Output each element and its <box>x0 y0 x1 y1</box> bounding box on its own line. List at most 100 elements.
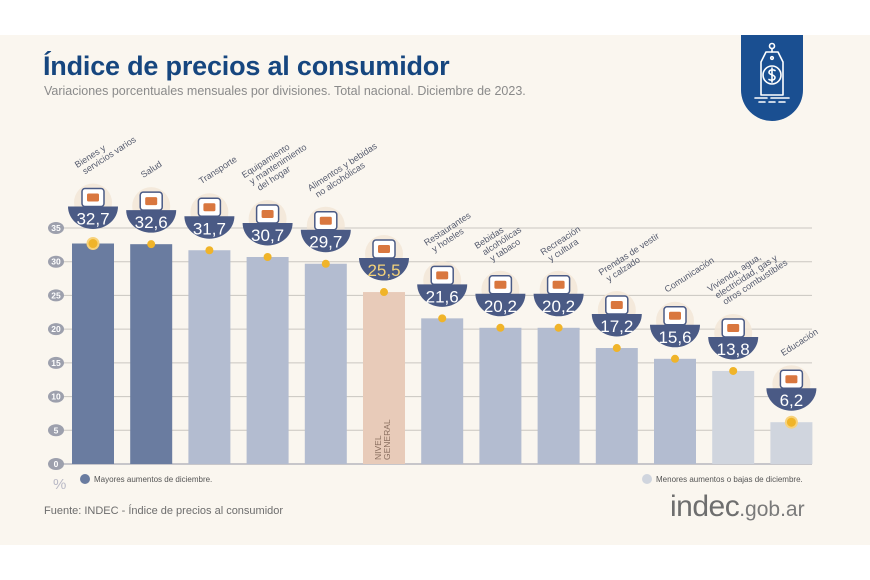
tick-bubble <box>48 424 64 437</box>
tick-bubble <box>48 390 64 403</box>
legend-low: Menores aumentos o bajas de diciembre. <box>642 474 803 484</box>
bar-notebook <box>770 422 813 464</box>
category-label: Bebidasalcohólicasy tabaco <box>473 216 529 266</box>
bar-wine-cigarette <box>479 327 522 464</box>
category-label: Salud <box>139 159 164 180</box>
value-label: 20,2 <box>542 297 575 316</box>
value-label: 31,7 <box>193 219 226 238</box>
value-marker <box>147 240 156 249</box>
price-tag-dollar-icon <box>754 42 790 103</box>
value-label: 21,6 <box>426 287 459 306</box>
category-label: Alimentos y bebidasno alcohólicas <box>306 141 385 201</box>
y-tick-label: 10 <box>51 392 61 402</box>
bar-smartphone <box>654 358 696 464</box>
category-label-line: Salud <box>139 159 164 180</box>
value-badge <box>242 222 293 246</box>
category-label: Bienes yservicios varios <box>73 126 138 178</box>
bar-tshirt-shoe <box>595 348 638 464</box>
value-marker <box>321 259 330 268</box>
value-marker <box>612 344 621 353</box>
tick-bubble <box>48 458 64 470</box>
value-marker <box>205 246 214 255</box>
value-label: 15,6 <box>658 328 691 347</box>
value-label: 25,5 <box>367 261 400 280</box>
general-bar-label: NIVELGENERAL <box>373 419 392 460</box>
tick-bubble <box>48 222 64 234</box>
page-subtitle: Variaciones porcentuales mensuales por d… <box>44 84 526 98</box>
value-badge <box>708 336 759 360</box>
category-label: Educación <box>779 327 820 358</box>
value-marker <box>438 314 447 323</box>
value-label: 32,6 <box>135 213 168 232</box>
value-marker <box>380 288 388 297</box>
bar-food-chicken <box>304 263 347 464</box>
value-badge <box>591 314 642 337</box>
notebook-icon-detail <box>785 375 798 384</box>
value-badge <box>300 229 351 253</box>
tick-bubble <box>48 255 64 268</box>
category-label: Restaurantesy hoteles <box>422 210 478 256</box>
source-note: Fuente: INDEC - Índice de precios al con… <box>44 505 284 517</box>
value-badge <box>359 258 409 281</box>
value-label: 17,2 <box>600 317 633 336</box>
brand-main: indec <box>670 490 740 523</box>
value-badge <box>650 324 700 348</box>
tshirt-shoe-icon-detail <box>610 301 623 310</box>
value-badge <box>475 293 526 317</box>
category-label: Equipamientoy mantenimientodel hogar <box>240 134 314 196</box>
shopping-basket-icon-detail <box>378 245 390 254</box>
category-label-line: Alimentos y bebidas <box>306 141 379 194</box>
tick-bubble <box>48 323 64 336</box>
car-sube-card-icon-detail <box>203 203 216 212</box>
legend-high-label: Mayores aumentos de diciembre. <box>94 474 213 484</box>
lightbulb-tools-icon-detail <box>727 323 740 332</box>
bar-washing-machine <box>246 256 289 464</box>
category-label: Recreacióny cultura <box>539 224 588 265</box>
food-chicken-icon-detail <box>319 216 332 225</box>
bar-first-aid-kit <box>130 244 173 464</box>
legend-low-swatch <box>642 474 652 484</box>
value-marker <box>496 323 505 332</box>
y-tick-label: 30 <box>51 257 61 267</box>
y-tick-label: 20 <box>51 324 61 334</box>
bar-shopping-basket <box>363 292 405 464</box>
smartphone-icon-detail <box>669 311 681 320</box>
wine-cigarette-icon-detail <box>494 280 507 289</box>
legend-low-label: Menores aumentos o bajas de diciembre. <box>656 474 803 484</box>
value-marker <box>554 323 563 332</box>
tick-bubble <box>48 289 64 302</box>
value-marker <box>671 354 679 363</box>
value-label: 6,2 <box>780 391 804 410</box>
value-marker <box>263 252 272 261</box>
y-tick-label: 35 <box>51 223 61 233</box>
value-label: 20,2 <box>484 297 517 316</box>
general-bar-label-line: GENERAL <box>382 419 392 460</box>
category-label-line: Transporte <box>197 154 239 186</box>
legend-high-swatch <box>80 474 90 484</box>
bar-car-sube-card <box>188 250 231 464</box>
category-label: Vivienda, agua,electricidad, gas yotros … <box>705 241 789 310</box>
brand-domain: .gob.ar <box>739 498 805 521</box>
y-tick-label: 0 <box>54 459 59 469</box>
bar-comb-scissors <box>72 243 114 464</box>
value-marker <box>786 417 796 427</box>
category-label: Prendas de vestiry calzado <box>597 231 666 286</box>
y-tick-label: 15 <box>51 358 61 368</box>
y-axis-unit-label: % <box>53 476 67 493</box>
beach-umbrella-icon-detail <box>552 280 565 289</box>
value-badge <box>766 388 817 411</box>
y-tick-label: 5 <box>54 425 59 435</box>
bar-beach-umbrella <box>537 327 580 464</box>
value-label: 29,7 <box>309 233 342 252</box>
y-tick-label: 25 <box>51 290 61 300</box>
first-aid-kit-icon-detail <box>145 197 158 206</box>
bar-plate-cutlery <box>421 318 464 464</box>
value-badge <box>533 293 584 317</box>
value-label: 30,7 <box>251 226 284 245</box>
value-marker <box>88 239 98 249</box>
value-badge <box>417 284 468 307</box>
value-marker <box>729 366 738 375</box>
category-label-line: Educación <box>779 327 820 358</box>
comb-scissors-icon-detail <box>87 193 99 202</box>
washing-machine-icon-detail <box>261 209 274 218</box>
